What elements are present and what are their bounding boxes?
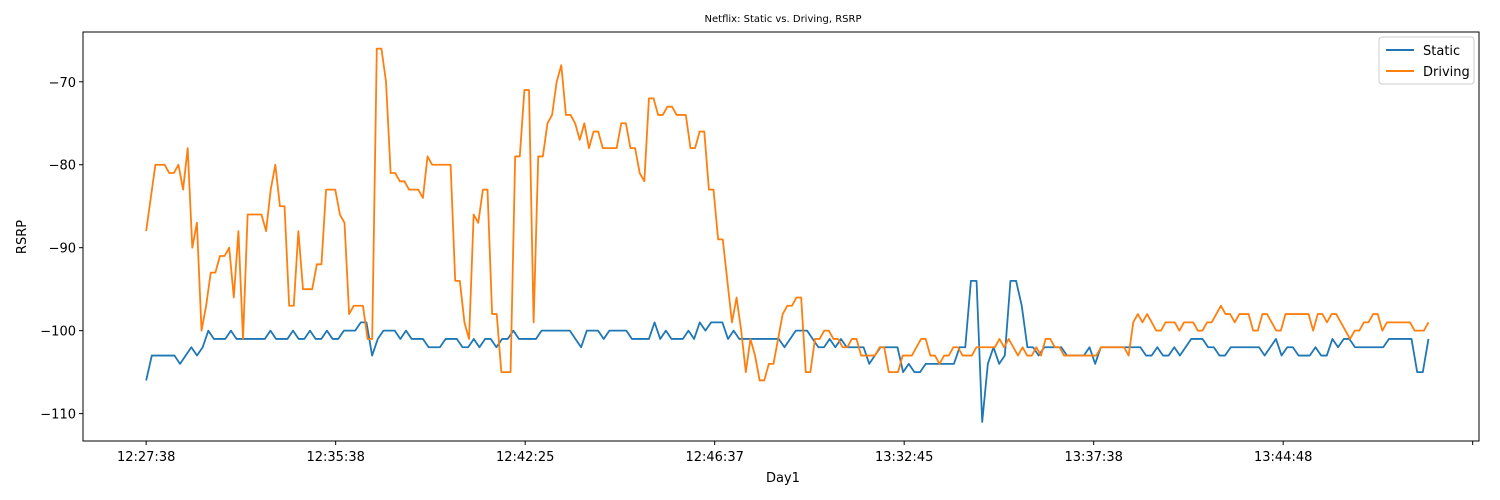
series-layer (145, 47, 1430, 423)
x-axis-ticks: 12:27:38 12:35:38 12:42:25 12:46:37 13:32:45… (117, 441, 1474, 465)
series-line-driving (145, 47, 1430, 382)
plot-area-frame (82, 31, 1480, 442)
x-tick-label: 12:46:37 (685, 450, 743, 465)
legend-label-static: Static (1423, 44, 1460, 59)
x-tick-label: 13:32:45 (875, 450, 933, 465)
legend-label-driving: Driving (1423, 65, 1470, 80)
legend-box (1378, 36, 1475, 85)
legend: Static Driving (1378, 36, 1475, 85)
y-tick-label: −70 (49, 76, 76, 91)
x-tick-label: 13:37:38 (1064, 450, 1122, 465)
series-line-static (145, 279, 1430, 423)
x-axis-label: Day1 (766, 471, 800, 486)
y-tick-label: −90 (49, 242, 76, 257)
x-tick-label: 13:44:48 (1254, 450, 1312, 465)
x-tick-label: 12:35:38 (306, 450, 364, 465)
y-axis-ticks: −110 −100 −90 −80 −70 (40, 76, 83, 423)
y-tick-label: −100 (40, 325, 76, 340)
x-tick-label: 12:42:25 (496, 450, 554, 465)
y-axis-label: RSRP (15, 220, 30, 254)
y-tick-label: −80 (49, 159, 76, 174)
x-tick-label: 12:27:38 (117, 450, 175, 465)
y-tick-label: −110 (40, 408, 76, 423)
chart-title: Netflix: Static vs. Driving, RSRP (705, 14, 862, 25)
